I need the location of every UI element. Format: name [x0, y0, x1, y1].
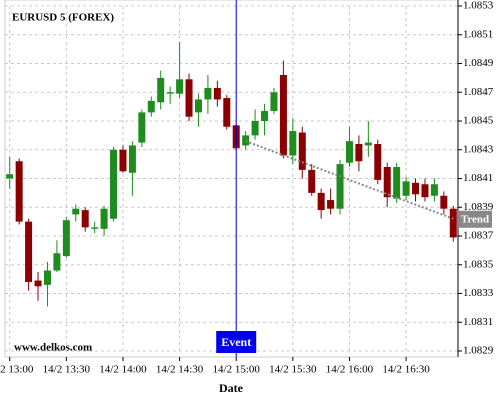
candle-body [251, 121, 259, 136]
x-tick-label: 14/2 13:30 [43, 364, 91, 376]
candle-body [166, 92, 174, 94]
candle-body [81, 210, 89, 228]
y-tick-label: 1.0841 [463, 172, 493, 184]
candle-body [298, 132, 306, 170]
y-tick-label: 1.0831 [463, 316, 493, 328]
candle-body [15, 161, 23, 222]
x-tick-label: 14/2 13:00 [0, 364, 34, 376]
candle-body [25, 221, 33, 282]
y-tick-label: 1.0847 [463, 86, 494, 98]
candle-body [128, 145, 136, 173]
candle-body [308, 169, 316, 193]
candle-body [100, 208, 108, 229]
candle-body [279, 75, 287, 156]
candle-body [317, 192, 325, 211]
x-axis-title: Date [219, 381, 244, 395]
candle-body [110, 149, 118, 219]
candle-body [393, 167, 401, 199]
x-tick-label: 14/2 15:30 [269, 364, 317, 376]
y-tick-label: 1.0851 [463, 28, 493, 40]
x-tick-label: 14/2 15:00 [213, 364, 261, 376]
candle-body [327, 200, 335, 209]
candle-body [421, 184, 429, 198]
candle-body [53, 253, 61, 271]
candle-body [261, 110, 269, 121]
candle-body [242, 135, 250, 146]
trend-line [245, 140, 454, 220]
x-tick-label: 14/2 14:30 [156, 364, 204, 376]
candle-body [72, 208, 80, 215]
candle-body [43, 270, 51, 285]
candle-body [6, 174, 14, 179]
candle-body [440, 195, 448, 209]
y-tick-label: 1.0845 [463, 115, 494, 127]
candle-body [176, 79, 184, 94]
y-tick-label: 1.0849 [463, 57, 494, 69]
candle-body [138, 112, 146, 143]
candle-body [270, 92, 278, 111]
event-label: Event [221, 335, 251, 349]
y-tick-label: 1.0835 [463, 258, 494, 270]
trend-tag [458, 210, 492, 228]
candle-body [62, 220, 70, 257]
y-tick-label: 1.0833 [463, 287, 494, 299]
candle-body [34, 280, 42, 287]
candle-body [336, 164, 344, 209]
candle-body [147, 100, 155, 113]
watermark: www.delkos.com [14, 342, 92, 354]
chart-title: EURUSD 5 (FOREX) [12, 12, 114, 24]
candle-body [289, 131, 297, 156]
candle-body [430, 184, 438, 196]
trend-label: Trend [461, 213, 489, 225]
candle-body [449, 208, 457, 238]
candle-body [374, 144, 382, 180]
candle-body [223, 98, 231, 127]
event-tag [216, 331, 257, 353]
candle-body [119, 149, 127, 172]
y-tick-label: 1.0853 [463, 0, 494, 12]
candle-body [91, 227, 99, 229]
y-tick-label: 1.0839 [463, 201, 494, 213]
candle-body [185, 79, 193, 117]
candle-body [355, 144, 363, 162]
y-tick-label: 1.0837 [463, 230, 494, 242]
candle-body [383, 167, 391, 198]
candle-body [364, 142, 372, 146]
y-tick-label: 1.0829 [463, 345, 494, 357]
candle-body [194, 99, 202, 113]
candle-body [345, 141, 353, 163]
candle-body [157, 77, 165, 103]
candle-body [412, 182, 420, 195]
x-tick-label: 14/2 16:30 [382, 364, 430, 376]
candle-body [402, 181, 410, 196]
y-tick-label: 1.0843 [463, 143, 494, 155]
candle-body [204, 87, 212, 100]
candle-body [213, 87, 221, 100]
x-tick-label: 14/2 16:00 [326, 364, 374, 376]
x-tick-label: 14/2 14:00 [99, 364, 147, 376]
